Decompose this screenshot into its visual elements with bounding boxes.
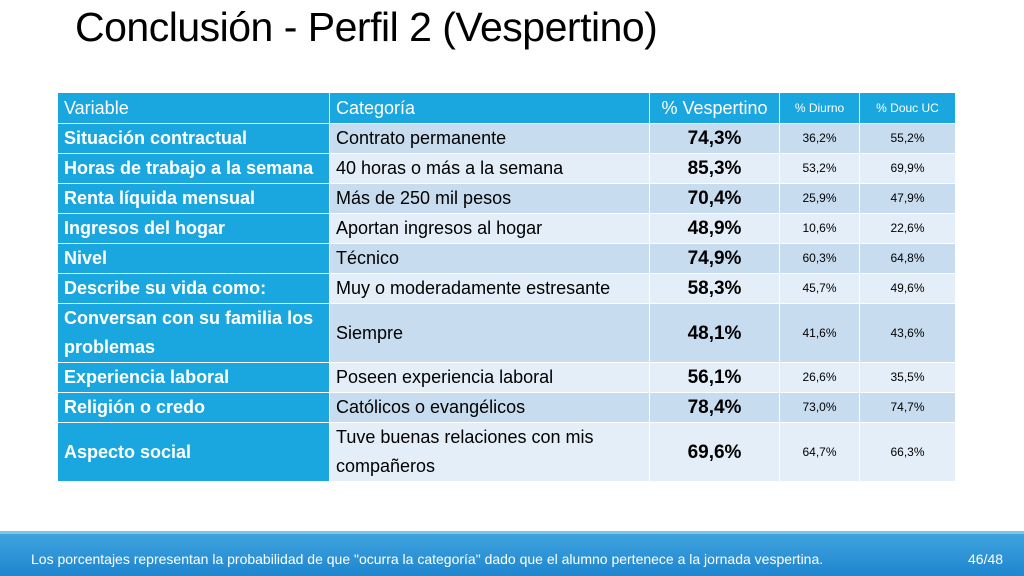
page-title: Conclusión - Perfil 2 (Vespertino) [75, 4, 658, 50]
cell-diurno: 45,7% [779, 273, 860, 304]
cell-vespertino: 69,6% [649, 422, 780, 482]
cell-categoria: Tuve buenas relaciones con mis compañero… [329, 422, 650, 482]
table-row: Renta líquida mensual Más de 250 mil pes… [57, 183, 956, 214]
cell-vespertino: 48,1% [649, 303, 780, 363]
cell-categoria: Católicos o evangélicos [329, 392, 650, 423]
table-row: Religión o credo Católicos o evangélicos… [57, 392, 956, 423]
cell-douc: 74,7% [859, 392, 956, 423]
table-row: Horas de trabajo a la semana 40 horas o … [57, 153, 956, 184]
cell-douc: 64,8% [859, 243, 956, 274]
cell-douc: 47,9% [859, 183, 956, 214]
cell-douc: 55,2% [859, 123, 956, 154]
cell-vespertino: 78,4% [649, 392, 780, 423]
page-number: 46/48 [968, 551, 1004, 567]
cell-diurno: 36,2% [779, 123, 860, 154]
cell-vespertino: 48,9% [649, 213, 780, 244]
cell-variable: Situación contractual [57, 123, 330, 154]
footer-note: Los porcentajes representan la probabili… [31, 551, 824, 567]
cell-variable: Horas de trabajo a la semana [57, 153, 330, 184]
header-categoria: Categoría [329, 92, 650, 124]
cell-diurno: 60,3% [779, 243, 860, 274]
header-variable: Variable [57, 92, 330, 124]
cell-douc: 69,9% [859, 153, 956, 184]
cell-categoria: Contrato permanente [329, 123, 650, 154]
table-row: Nivel Técnico 74,9% 60,3% 64,8% [57, 243, 956, 274]
table-row: Conversan con su familia los problemas S… [57, 303, 956, 363]
cell-douc: 22,6% [859, 213, 956, 244]
data-table: Variable Categoría % Vespertino % Diurno… [57, 92, 956, 482]
cell-vespertino: 85,3% [649, 153, 780, 184]
cell-variable: Experiencia laboral [57, 362, 330, 393]
cell-diurno: 26,6% [779, 362, 860, 393]
cell-variable: Ingresos del hogar [57, 213, 330, 244]
table-row: Aspecto social Tuve buenas relaciones co… [57, 422, 956, 482]
table-header-row: Variable Categoría % Vespertino % Diurno… [57, 92, 956, 124]
header-vespertino: % Vespertino [649, 92, 780, 124]
cell-categoria: Siempre [329, 303, 650, 363]
cell-categoria: Poseen experiencia laboral [329, 362, 650, 393]
cell-vespertino: 58,3% [649, 273, 780, 304]
cell-douc: 66,3% [859, 422, 956, 482]
cell-diurno: 64,7% [779, 422, 860, 482]
cell-variable: Religión o credo [57, 392, 330, 423]
table-row: Experiencia laboral Poseen experiencia l… [57, 362, 956, 393]
cell-diurno: 53,2% [779, 153, 860, 184]
table-row: Situación contractual Contrato permanent… [57, 123, 956, 154]
cell-douc: 35,5% [859, 362, 956, 393]
cell-variable: Aspecto social [57, 422, 330, 482]
cell-variable: Nivel [57, 243, 330, 274]
cell-categoria: 40 horas o más a la semana [329, 153, 650, 184]
cell-variable: Describe su vida como: [57, 273, 330, 304]
cell-vespertino: 56,1% [649, 362, 780, 393]
cell-douc: 49,6% [859, 273, 956, 304]
cell-categoria: Aportan ingresos al hogar [329, 213, 650, 244]
table-row: Describe su vida como: Muy o moderadamen… [57, 273, 956, 304]
cell-diurno: 25,9% [779, 183, 860, 214]
table-row: Ingresos del hogar Aportan ingresos al h… [57, 213, 956, 244]
cell-categoria: Más de 250 mil pesos [329, 183, 650, 214]
cell-diurno: 10,6% [779, 213, 860, 244]
footer-bar: Los porcentajes representan la probabili… [0, 531, 1024, 576]
cell-categoria: Técnico [329, 243, 650, 274]
cell-categoria: Muy o moderadamente estresante [329, 273, 650, 304]
header-diurno: % Diurno [779, 92, 860, 124]
header-douc: % Douc UC [859, 92, 956, 124]
cell-vespertino: 70,4% [649, 183, 780, 214]
cell-douc: 43,6% [859, 303, 956, 363]
cell-vespertino: 74,9% [649, 243, 780, 274]
cell-diurno: 73,0% [779, 392, 860, 423]
cell-vespertino: 74,3% [649, 123, 780, 154]
cell-diurno: 41,6% [779, 303, 860, 363]
cell-variable: Conversan con su familia los problemas [57, 303, 330, 363]
cell-variable: Renta líquida mensual [57, 183, 330, 214]
